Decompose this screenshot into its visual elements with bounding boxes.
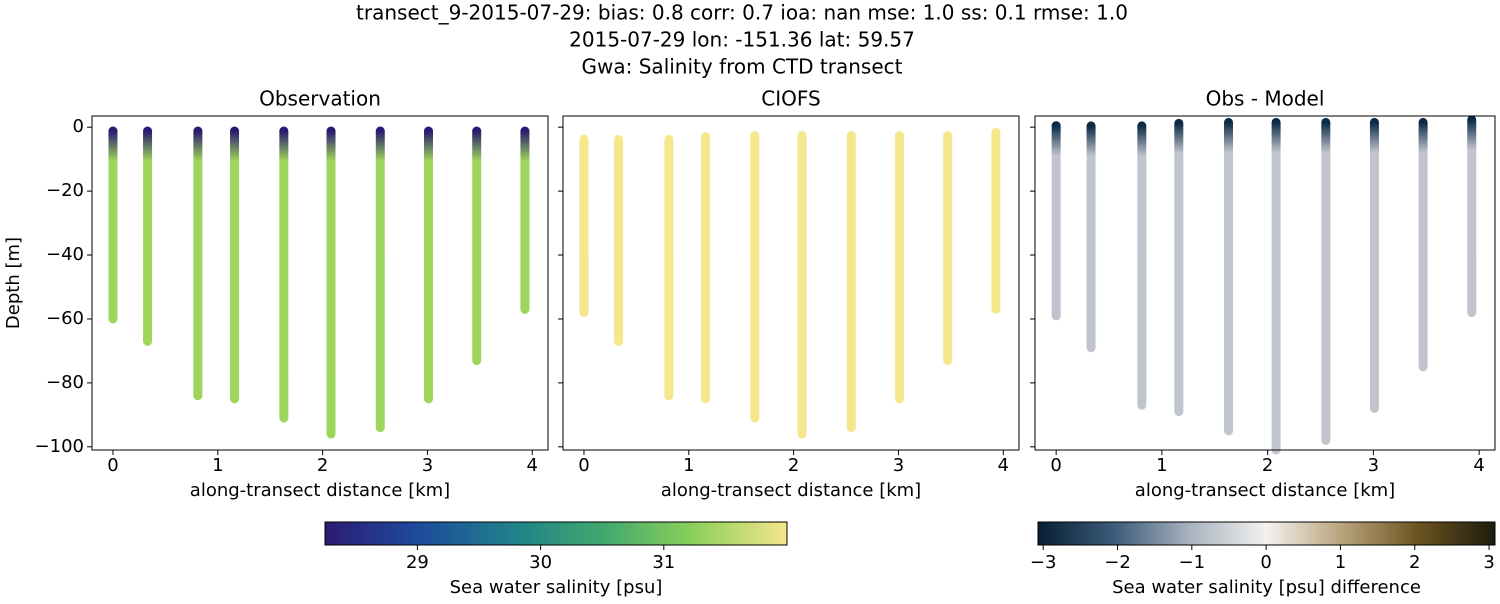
x-tick-label: 4 bbox=[1473, 455, 1484, 476]
x-tick-label: 2 bbox=[1262, 455, 1273, 476]
panel-title: Obs - Model bbox=[1206, 87, 1325, 111]
colorbar-tick-label: −1 bbox=[1179, 552, 1206, 573]
x-tick-label: 3 bbox=[422, 455, 433, 476]
x-tick-label: 4 bbox=[998, 455, 1009, 476]
colorbar-tick-label: 31 bbox=[652, 552, 675, 573]
y-axis-label: Depth [m] bbox=[3, 237, 24, 329]
x-tick-label: 4 bbox=[527, 455, 538, 476]
x-tick-label: 0 bbox=[107, 455, 118, 476]
x-tick-label: 1 bbox=[1156, 455, 1167, 476]
suptitle: 2015-07-29 lon: -151.36 lat: 59.57 bbox=[569, 28, 915, 52]
colorbar-tick-label: −3 bbox=[1030, 552, 1057, 573]
x-tick-label: 3 bbox=[1368, 455, 1379, 476]
x-tick-label: 2 bbox=[317, 455, 328, 476]
y-tick-label: −100 bbox=[35, 436, 84, 457]
x-axis-label: along-transect distance [km] bbox=[661, 480, 921, 501]
colorbar-label: Sea water salinity [psu] difference bbox=[1112, 577, 1421, 598]
colorbar bbox=[325, 522, 787, 545]
colorbar-tick-label: 3 bbox=[1483, 552, 1494, 573]
colorbar-tick-label: 0 bbox=[1260, 552, 1271, 573]
panel-title: CIOFS bbox=[761, 87, 820, 111]
y-tick-label: −20 bbox=[46, 180, 84, 201]
x-tick-label: 0 bbox=[578, 455, 589, 476]
colorbar-tick-label: 1 bbox=[1335, 552, 1346, 573]
colorbar bbox=[1038, 522, 1495, 545]
x-tick-label: 0 bbox=[1050, 455, 1061, 476]
colorbar-label: Sea water salinity [psu] bbox=[450, 577, 663, 598]
colorbar-tick-label: 2 bbox=[1409, 552, 1420, 573]
colorbar-tick-label: −2 bbox=[1104, 552, 1131, 573]
x-tick-label: 2 bbox=[788, 455, 799, 476]
suptitle: transect_9-2015-07-29: bias: 0.8 corr: 0… bbox=[356, 1, 1128, 25]
y-tick-label: 0 bbox=[73, 116, 84, 137]
x-axis-label: along-transect distance [km] bbox=[190, 480, 450, 501]
x-tick-label: 1 bbox=[212, 455, 223, 476]
y-tick-label: −60 bbox=[46, 308, 84, 329]
y-tick-label: −40 bbox=[46, 244, 84, 265]
colorbar-tick-label: 29 bbox=[406, 552, 429, 573]
x-tick-label: 1 bbox=[683, 455, 694, 476]
panel-title: Observation bbox=[259, 87, 381, 111]
x-tick-label: 3 bbox=[893, 455, 904, 476]
colorbar-tick-label: 30 bbox=[529, 552, 552, 573]
x-axis-label: along-transect distance [km] bbox=[1135, 480, 1395, 501]
suptitle: Gwa: Salinity from CTD transect bbox=[582, 55, 903, 79]
y-tick-label: −80 bbox=[46, 372, 84, 393]
